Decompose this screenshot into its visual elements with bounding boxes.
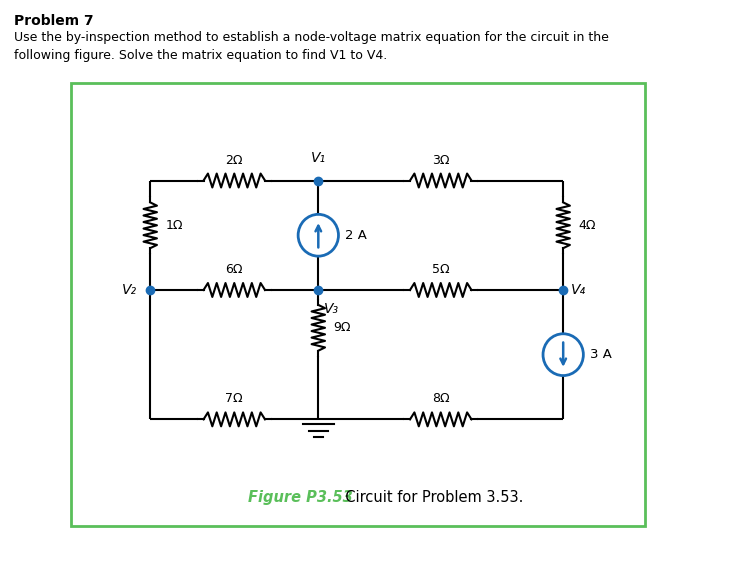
Text: 2 A: 2 A bbox=[345, 229, 367, 242]
Text: 2Ω: 2Ω bbox=[225, 154, 243, 167]
Text: 5Ω: 5Ω bbox=[432, 263, 450, 276]
Text: 8Ω: 8Ω bbox=[432, 392, 450, 405]
Text: 7Ω: 7Ω bbox=[225, 392, 243, 405]
Text: Use the by-inspection method to establish a node-voltage matrix equation for the: Use the by-inspection method to establis… bbox=[14, 31, 609, 44]
Text: Problem 7: Problem 7 bbox=[14, 14, 93, 28]
Text: 3 A: 3 A bbox=[590, 348, 612, 361]
Text: V₃: V₃ bbox=[324, 302, 339, 316]
Text: 1Ω: 1Ω bbox=[166, 219, 183, 232]
Text: Figure P3.53: Figure P3.53 bbox=[248, 490, 352, 505]
FancyBboxPatch shape bbox=[71, 83, 645, 526]
Text: 9Ω: 9Ω bbox=[333, 321, 351, 334]
Text: following figure. Solve the matrix equation to find V1 to V4.: following figure. Solve the matrix equat… bbox=[14, 49, 387, 62]
Text: V₂: V₂ bbox=[122, 283, 137, 297]
Text: 6Ω: 6Ω bbox=[225, 263, 243, 276]
Text: V₁: V₁ bbox=[311, 151, 326, 164]
Text: 3Ω: 3Ω bbox=[432, 154, 450, 167]
Text: 4Ω: 4Ω bbox=[579, 219, 596, 232]
Text: Circuit for Problem 3.53.: Circuit for Problem 3.53. bbox=[336, 490, 524, 505]
Text: V₄: V₄ bbox=[571, 283, 586, 297]
